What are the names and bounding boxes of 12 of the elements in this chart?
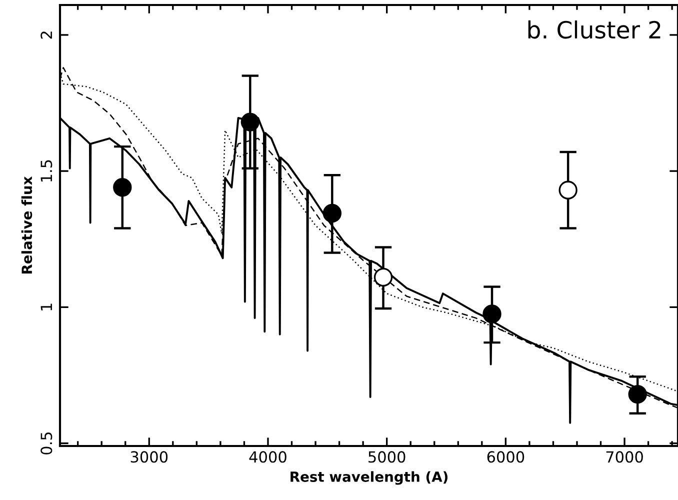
y-tick-label: 2: [40, 32, 52, 39]
x-tick-label: 5000: [368, 451, 406, 463]
x-tick-label: 6000: [487, 451, 524, 463]
y-axis-title: Relative flux: [21, 176, 32, 274]
x-axis-title: Rest wavelength (A): [290, 471, 448, 485]
text: b. Cluster 2: [528, 20, 660, 39]
y-tick-label: 0.5: [40, 432, 52, 454]
y-tick-label: 1.5: [40, 160, 52, 182]
y-tick-label: 1: [40, 304, 52, 310]
x-tick-label: 7000: [606, 451, 643, 463]
x-tick-label: 4000: [249, 451, 286, 463]
x-tick-label: 3000: [130, 451, 168, 463]
